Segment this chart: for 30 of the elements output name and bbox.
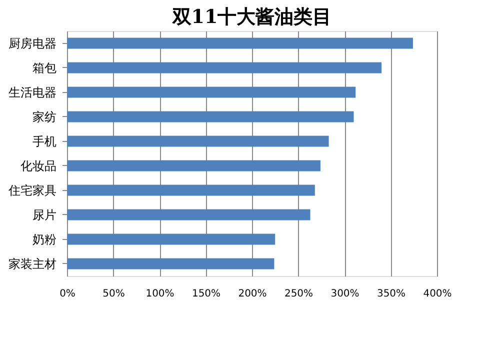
x-tick-label: 150% — [192, 288, 221, 300]
x-tick-label: 100% — [146, 288, 174, 300]
x-tick-label: 250% — [284, 288, 314, 300]
bar — [67, 62, 382, 74]
bar — [67, 111, 354, 122]
bar — [67, 234, 276, 245]
x-tick-label: 200% — [238, 288, 267, 300]
y-tick-label: 生活电器 — [8, 85, 56, 100]
y-tick-label: 尿片 — [32, 208, 56, 222]
y-tick-label: 化妆品 — [20, 158, 56, 173]
bar — [67, 136, 329, 147]
bar — [67, 38, 413, 49]
chart-title: 双11十大酱油类目 — [171, 6, 332, 28]
y-tick-label: 手机 — [32, 134, 56, 148]
y-tick-label: 家纺 — [32, 110, 56, 124]
x-tick-label: 400% — [423, 288, 452, 300]
x-tick-label: 50% — [102, 288, 125, 300]
x-tick-label: 300% — [330, 288, 360, 300]
y-tick-label: 奶粉 — [32, 232, 56, 246]
bar — [67, 86, 356, 98]
bar — [67, 184, 315, 196]
y-tick-label: 住宅家具 — [8, 183, 56, 198]
y-tick-label: 家装主材 — [8, 256, 56, 271]
x-tick-label: 0% — [60, 288, 76, 300]
bar — [67, 258, 274, 270]
y-tick-label: 箱包 — [32, 60, 56, 75]
x-tick-label: 350% — [376, 288, 406, 300]
y-tick-label: 厨房电器 — [8, 36, 56, 50]
bar — [67, 209, 310, 220]
bar — [67, 160, 320, 172]
